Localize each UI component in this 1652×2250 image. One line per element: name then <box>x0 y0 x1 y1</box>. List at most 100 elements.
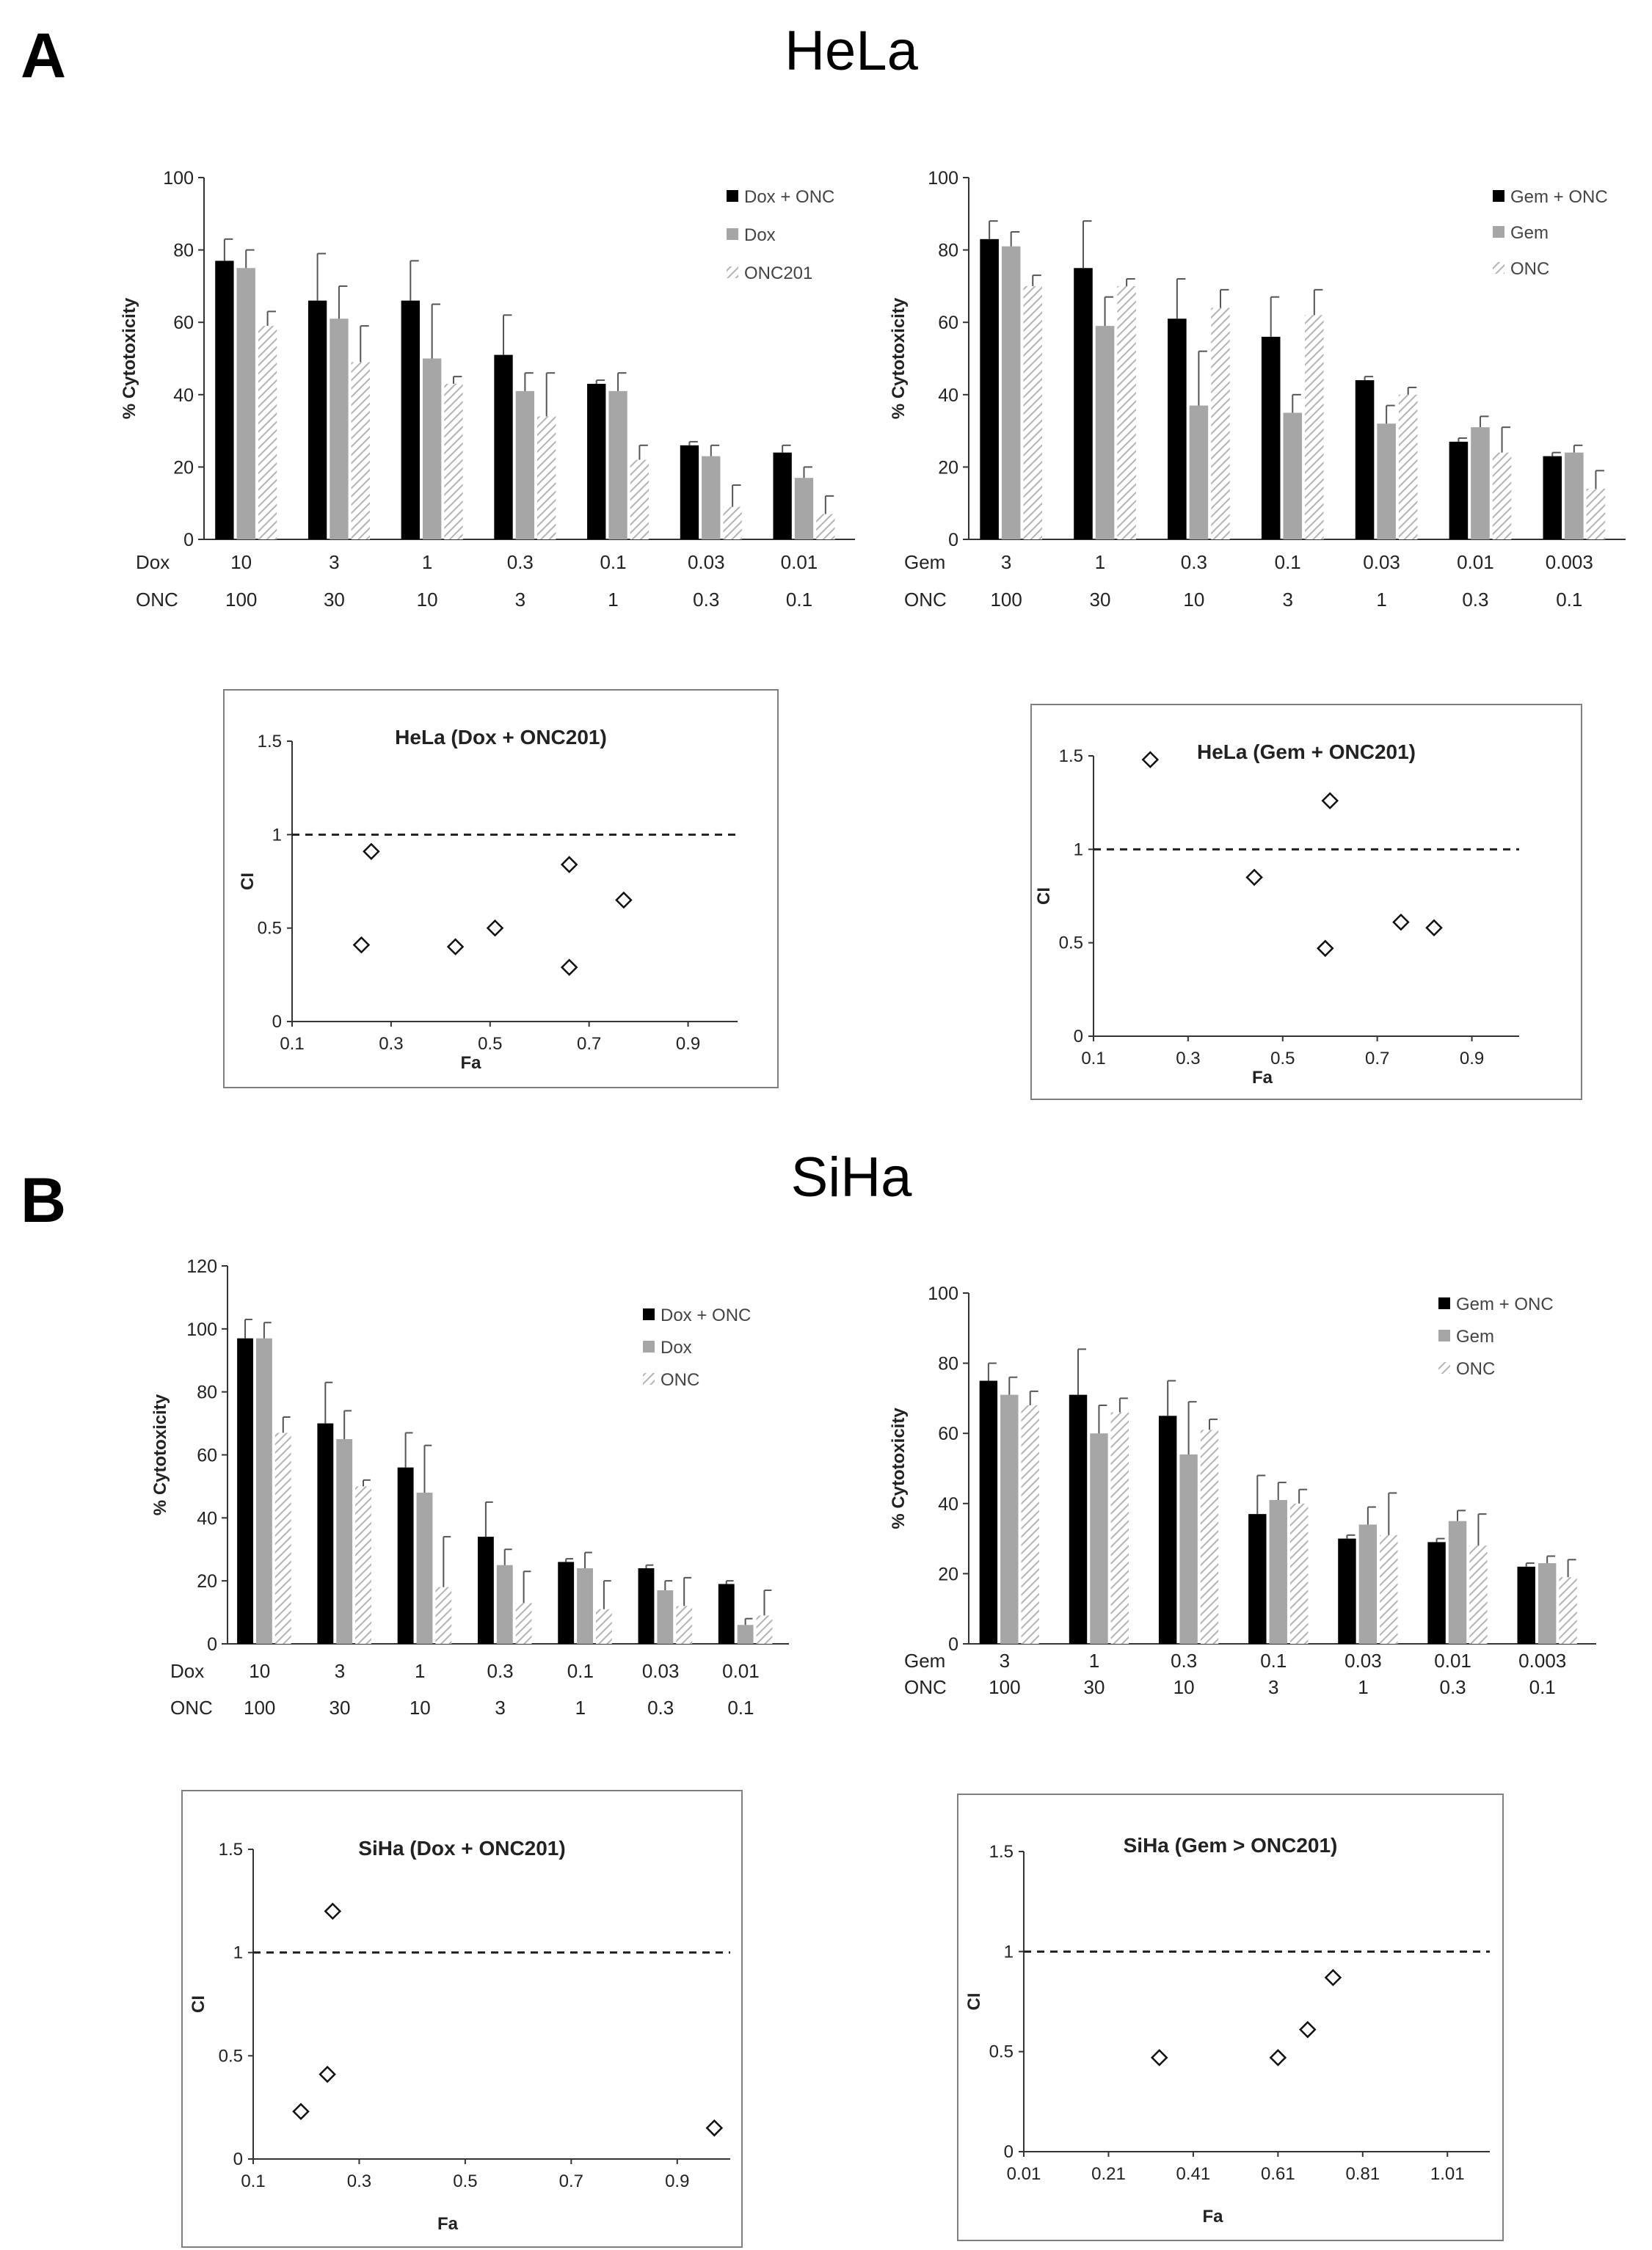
ci-plot-frame <box>957 1794 1504 2241</box>
panel-b-title: SiHa <box>791 1146 912 1209</box>
ci-data-point <box>1150 2049 1168 2067</box>
ci-x-tick-label: 0.3 <box>379 1034 403 1054</box>
y-tick-label: 60 <box>938 313 958 333</box>
ci-x-tick-label: 0.7 <box>1365 1049 1389 1068</box>
bar-combo-5 <box>1427 1542 1446 1644</box>
y-tick-label: 40 <box>197 1508 217 1529</box>
bar-single-0 <box>255 1338 272 1644</box>
panel-a-title: HeLa <box>785 20 918 82</box>
legend-swatch-single <box>727 228 738 240</box>
y-tick-label: 80 <box>197 1383 217 1403</box>
ci-x-tick-label: 0.7 <box>559 2171 583 2191</box>
dose-label: 10 <box>230 551 252 573</box>
y-tick-label: 20 <box>938 1564 958 1584</box>
ci-x-tick-label: 0.9 <box>676 1034 700 1054</box>
ci-data-point <box>292 2102 310 2121</box>
legend-label: Gem + ONC <box>1456 1295 1554 1314</box>
ci-data-point <box>1321 792 1339 809</box>
bar-combo-2 <box>401 300 420 539</box>
ci-x-tick-label: 1.01 <box>1430 2164 1465 2184</box>
dose-label: 1 <box>608 589 618 611</box>
ci-x-axis-label: Fa <box>1252 1068 1273 1088</box>
dose-label: 0.3 <box>487 1660 513 1682</box>
dose-label: 3 <box>515 589 525 611</box>
bar-hatch-4 <box>595 1609 612 1644</box>
bar-combo-5 <box>1449 441 1469 539</box>
legend-label: Dox <box>661 1338 692 1358</box>
dose-label: 0.1 <box>727 1697 754 1719</box>
bar-hatch-3 <box>1305 315 1324 539</box>
dose-label: 0.3 <box>1181 551 1207 573</box>
bar-hatch-4 <box>1380 1534 1398 1644</box>
legend-label: ONC <box>1510 259 1549 279</box>
bar-combo-0 <box>237 1338 253 1644</box>
bar-single-3 <box>515 390 535 539</box>
bar-single-3 <box>1269 1500 1287 1644</box>
legend-swatch-hatch <box>727 266 738 278</box>
legend-swatch-hatch <box>643 1373 655 1385</box>
ci-data-point <box>1324 1969 1342 1987</box>
bar-combo-4 <box>558 1562 575 1644</box>
dose-row-label: Gem <box>904 1650 945 1672</box>
bar-chart-siha-gem: 0 20 40 60 80 100 % Cytotoxicity 3 100 1 30 0.3 10 0.… <box>889 1284 1596 1698</box>
ci-y-tick-label: 0 <box>1004 2142 1014 2162</box>
y-tick-label: 100 <box>186 1319 217 1340</box>
y-tick-label: 20 <box>173 457 194 478</box>
legend-swatch-combo <box>643 1308 655 1320</box>
y-tick-label: 40 <box>938 385 958 406</box>
ci-x-tick-label: 0.3 <box>347 2171 371 2191</box>
ci-y-axis-label: CI <box>964 1993 984 2011</box>
bar-hatch-1 <box>1110 1412 1129 1644</box>
bar-hatch-4 <box>1398 394 1418 539</box>
bar-single-6 <box>1538 1563 1557 1644</box>
bar-combo-6 <box>1517 1566 1535 1644</box>
ci-plot-title: SiHa (Gem > ONC201) <box>1124 1834 1338 1857</box>
bar-combo-3 <box>494 354 513 539</box>
ci-x-axis-label: Fa <box>1202 2207 1223 2227</box>
bar-hatch-5 <box>676 1606 693 1644</box>
bar-hatch-5 <box>723 506 742 539</box>
panel-a-letter: A <box>21 21 66 91</box>
dose-row-label: Gem <box>904 551 945 573</box>
ci-data-point <box>705 2119 724 2137</box>
legend-label: Dox + ONC <box>744 187 834 207</box>
ci-y-tick-label: 0.5 <box>219 2046 243 2066</box>
bar-hatch-3 <box>1289 1503 1309 1644</box>
dose-label: 0.01 <box>1434 1650 1471 1672</box>
dose-label: 3 <box>495 1697 505 1719</box>
bar-combo-0 <box>215 261 234 539</box>
bar-combo-2 <box>1158 1416 1177 1644</box>
bar-hatch-0 <box>1021 1405 1039 1644</box>
dose-row-label: ONC <box>904 1676 947 1698</box>
ci-data-point <box>1245 868 1263 886</box>
bar-hatch-3 <box>515 1603 532 1644</box>
dose-label: 100 <box>990 589 1022 611</box>
dose-label: 0.3 <box>1171 1650 1197 1672</box>
bar-hatch-0 <box>1023 285 1043 539</box>
ci-x-tick-label: 0.5 <box>478 1034 502 1054</box>
dose-label: 3 <box>329 551 339 573</box>
y-tick-label: 20 <box>197 1571 217 1592</box>
bar-combo-1 <box>308 300 327 539</box>
y-tick-label: 60 <box>938 1424 958 1444</box>
bar-combo-6 <box>718 1584 735 1644</box>
y-tick-label: 0 <box>207 1634 217 1655</box>
ci-x-tick-label: 0.21 <box>1091 2164 1126 2184</box>
ci-data-point <box>1299 2020 1317 2039</box>
ci-y-tick-label: 1 <box>272 825 282 845</box>
bar-single-2 <box>422 358 442 539</box>
bar-single-1 <box>1090 1433 1108 1644</box>
bar-combo-6 <box>773 452 792 539</box>
dose-label: 1 <box>1358 1676 1368 1698</box>
ci-y-tick-label: 1 <box>1004 1942 1014 1962</box>
bar-single-2 <box>416 1493 433 1644</box>
dose-label: 100 <box>225 589 257 611</box>
y-axis-label: % Cytotoxicity <box>889 1408 909 1529</box>
ci-data-point <box>324 1902 342 1920</box>
bar-combo-2 <box>1168 318 1187 539</box>
legend-label: ONC <box>1456 1359 1495 1379</box>
dose-label: 0.03 <box>1363 551 1400 573</box>
ci-y-axis-label: CI <box>189 1995 208 2013</box>
legend-swatch-combo <box>727 190 738 202</box>
